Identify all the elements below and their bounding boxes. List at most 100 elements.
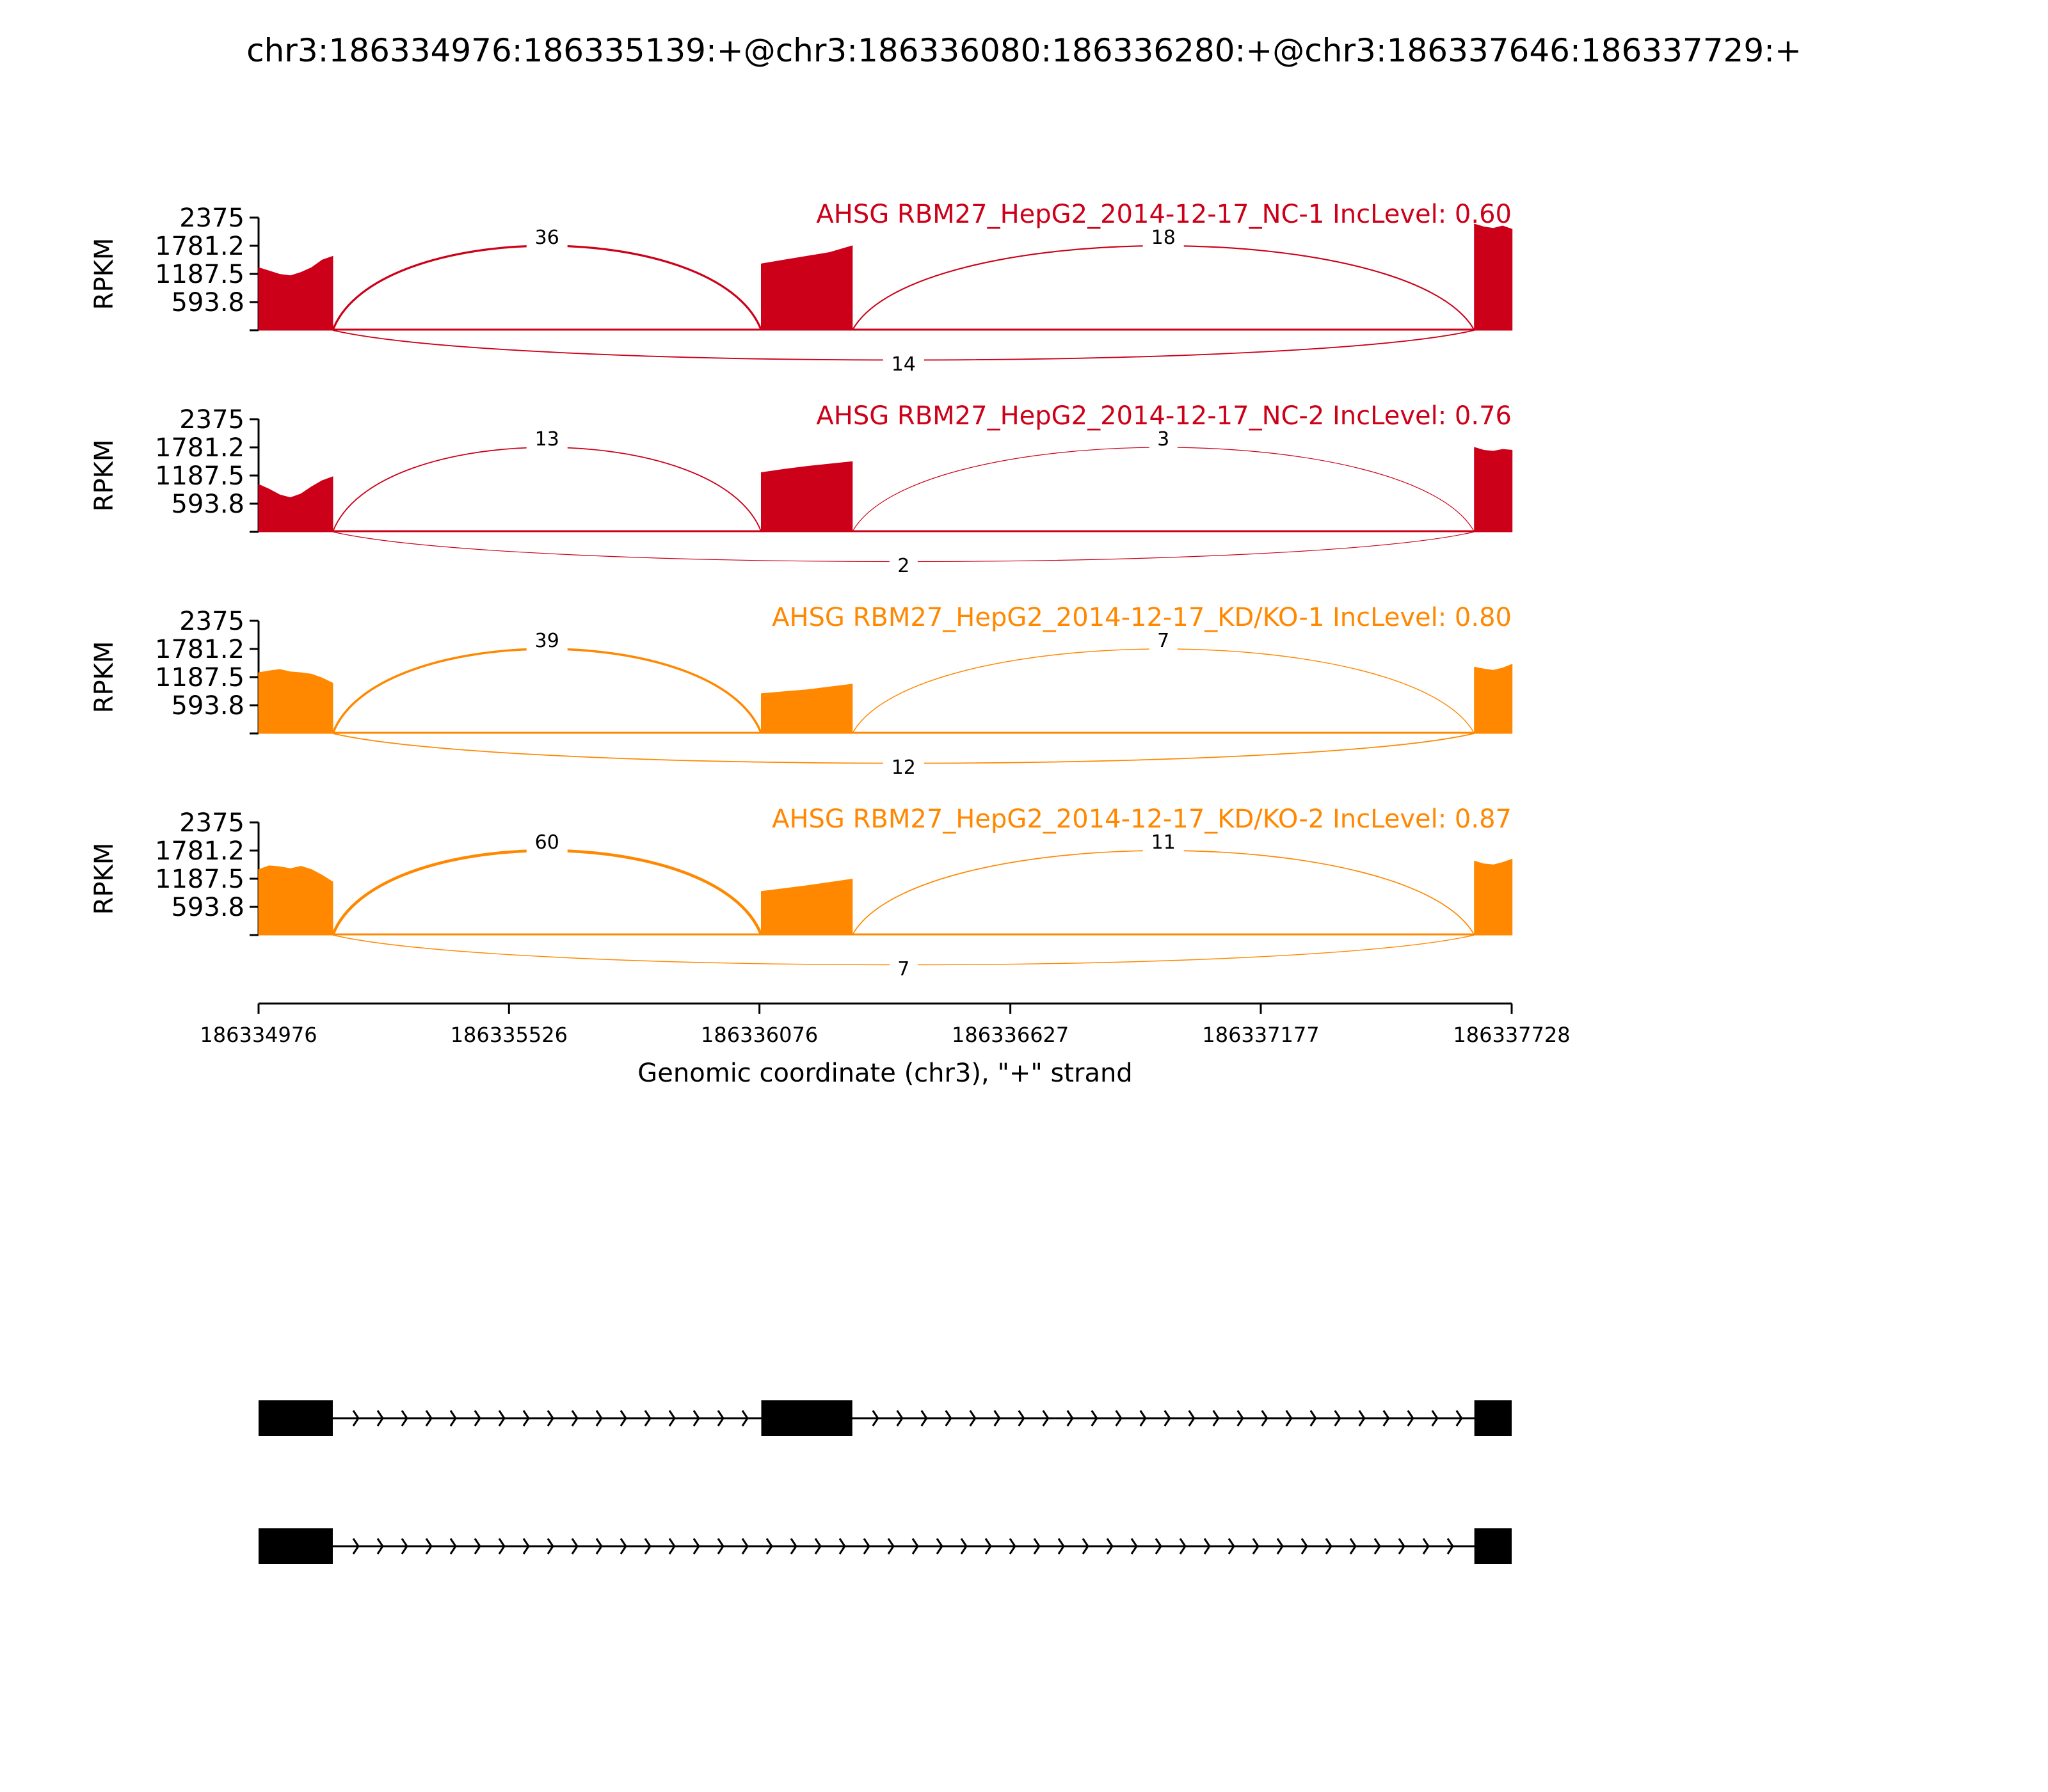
strand-arrow (741, 1538, 749, 1555)
strand-arrow (945, 1410, 952, 1427)
isoform-model (259, 1528, 1512, 1564)
strand-arrow (1382, 1410, 1390, 1427)
strand-arrow (401, 1538, 408, 1555)
junction-label-bg (526, 627, 568, 653)
strand-arrow (1033, 1538, 1041, 1555)
junction-label-bg (526, 224, 568, 250)
strand-arrow (717, 1538, 724, 1555)
strand-arrow (920, 1410, 928, 1427)
strand-arrow (376, 1410, 384, 1427)
strand-arrow (692, 1538, 700, 1555)
strand-arrow (474, 1538, 481, 1555)
strand-arrow (1358, 1410, 1366, 1427)
strand-arrow (474, 1410, 481, 1427)
strand-arrow (1130, 1538, 1138, 1555)
strand-arrow (765, 1538, 773, 1555)
strand-arrow (425, 1538, 433, 1555)
x-axis: 186334976 186335526 186336076 186336627 1863… (200, 1002, 1571, 1088)
strand-arrow (1203, 1538, 1211, 1555)
strand-arrow (790, 1538, 797, 1555)
strand-arrow (1398, 1538, 1405, 1555)
y-axis-label: RPKM (90, 238, 119, 310)
strand-arrow (984, 1538, 992, 1555)
strand-arrow (1115, 1410, 1123, 1427)
strand-arrow (522, 1410, 530, 1427)
strand-arrow (571, 1410, 579, 1427)
strand-arrow (1349, 1538, 1357, 1555)
strand-arrow (1018, 1410, 1025, 1427)
strand-arrow (620, 1410, 627, 1427)
junction-label-bg (1149, 627, 1178, 653)
y-tick-label: 1781.2 (155, 836, 244, 866)
figure-title: chr3:186334976:186335139:+@chr3:18633608… (246, 32, 1802, 69)
strand-arrow (887, 1538, 895, 1555)
strand-arrow (1212, 1410, 1220, 1427)
junction-label-bg (526, 426, 568, 451)
exon-block (259, 1400, 333, 1436)
exon-coverage (761, 461, 853, 532)
exon-block (1474, 1528, 1512, 1564)
junction-count: 18 (1151, 227, 1176, 249)
y-tick-label: 593.8 (171, 288, 244, 317)
junction-count: 12 (892, 756, 916, 779)
strand-arrow (595, 1538, 603, 1555)
y-tick-label: 2375 (179, 405, 244, 435)
exon-coverage (258, 865, 333, 936)
strand-arrow (644, 1538, 652, 1555)
exon-block (259, 1528, 333, 1564)
x-tick-label: 186335526 (451, 1023, 568, 1047)
strand-arrow (352, 1410, 360, 1427)
strand-arrow (1431, 1410, 1439, 1427)
strand-arrow (620, 1538, 627, 1555)
strand-arrow (449, 1410, 457, 1427)
junction-count: 3 (1157, 428, 1169, 451)
strand-arrow (668, 1538, 676, 1555)
junction-count: 60 (535, 831, 559, 854)
strand-arrow (644, 1410, 652, 1427)
junction-count: 7 (897, 958, 909, 980)
y-tick-label: 1781.2 (155, 433, 244, 463)
strand-arrow (1334, 1410, 1341, 1427)
junction-label-bg (883, 754, 924, 780)
strand-arrow (595, 1410, 603, 1427)
x-tick-label: 186337728 (1453, 1023, 1570, 1047)
strand-arrow (1261, 1410, 1268, 1427)
strand-arrow (1455, 1410, 1463, 1427)
y-tick-label: 593.8 (171, 893, 244, 922)
track-label: AHSG RBM27_HepG2_2014-12-17_KD/KO-1 IncL… (772, 603, 1512, 632)
strand-arrow (571, 1538, 579, 1555)
strand-arrow (1446, 1538, 1454, 1555)
isoform-models (259, 1400, 1512, 1564)
junction-count: 13 (535, 428, 559, 451)
junction-count: 7 (1157, 630, 1169, 652)
track-label: AHSG RBM27_HepG2_2014-12-17_KD/KO-2 IncL… (772, 804, 1512, 834)
exon-coverage (761, 879, 853, 936)
y-tick-label: 1187.5 (155, 461, 244, 491)
y-tick-label: 593.8 (171, 490, 244, 519)
junction-arc (852, 850, 1475, 936)
junction-count: 39 (535, 630, 559, 652)
strand-arrow (911, 1538, 919, 1555)
junction-arc (851, 245, 1475, 331)
junction-count: 36 (535, 227, 559, 249)
exon-block (761, 1400, 852, 1436)
strand-arrow (376, 1538, 384, 1555)
x-tick-label: 186337177 (1202, 1023, 1319, 1047)
strand-arrow (1155, 1538, 1162, 1555)
junction-label-bg (526, 829, 568, 854)
isoform-model (259, 1400, 1512, 1436)
strand-arrow (449, 1538, 457, 1555)
exon-block (1474, 1400, 1512, 1436)
exon-coverage (1474, 447, 1513, 532)
junction-label-bg (1142, 829, 1184, 854)
strand-arrow (1066, 1410, 1074, 1427)
exon-coverage (258, 476, 333, 532)
exon-coverage (761, 245, 853, 331)
x-tick-label: 186336076 (701, 1023, 818, 1047)
y-tick-label: 593.8 (171, 691, 244, 721)
strand-arrow (1042, 1410, 1050, 1427)
